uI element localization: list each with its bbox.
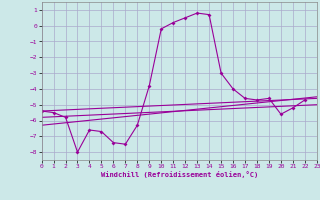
X-axis label: Windchill (Refroidissement éolien,°C): Windchill (Refroidissement éolien,°C) [100, 171, 258, 178]
